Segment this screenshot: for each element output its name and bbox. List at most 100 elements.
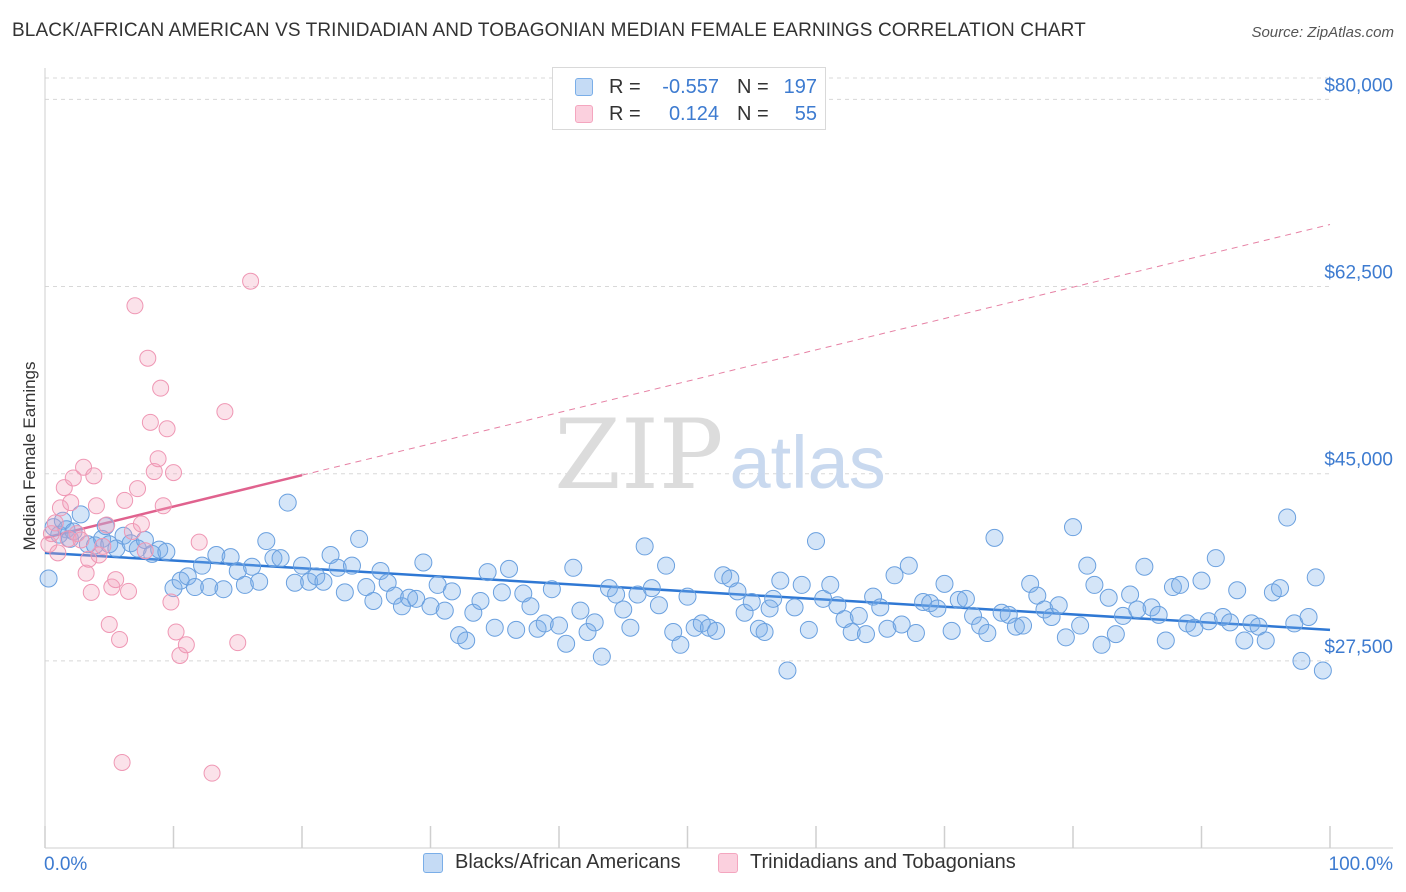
point-blacks [899,556,918,575]
point-trinidadians [100,615,118,633]
point-blacks [621,618,640,637]
point-trinidadians [149,450,167,468]
point-blacks [1092,635,1111,654]
y-axis-label: Median Female Earnings [20,362,39,551]
point-blacks [799,620,818,639]
legend-item-blacks[interactable]: Blacks/African Americans [423,851,681,874]
point-trinidadians [72,531,90,549]
point-blacks [735,603,754,622]
y-tick-label: $80,000 [1324,75,1393,96]
point-trinidadians [94,537,112,555]
legend-r-label: R = [609,102,641,125]
point-blacks [728,582,747,601]
point-trinidadians [216,403,234,421]
point-blacks [385,586,404,605]
point-blacks [849,606,868,625]
legend-n-value: 55 [794,102,817,125]
source-credit: Source: ZipAtlas.com [1251,24,1394,41]
point-blacks [956,589,975,608]
legend-swatch-blue [575,78,593,96]
point-blacks [1135,557,1154,576]
y-tick-label: $27,500 [1324,637,1393,658]
correlation-legend: R = -0.557 N = 197 R = 0.124 N = 55 [552,67,826,130]
point-blacks [935,574,954,593]
point-blacks [742,593,761,612]
point-trinidadians [49,544,67,562]
legend-n-label: N = [737,75,769,98]
point-trinidadians [165,464,182,482]
x-tick-label-min: 0.0% [44,854,87,875]
legend-r-value: 0.124 [668,102,719,125]
point-blacks [485,618,504,637]
point-blacks [771,571,790,590]
point-blacks [642,579,661,598]
point-blacks [71,505,90,524]
point-trinidadians [171,647,189,664]
point-trinidadians [64,469,82,487]
point-blacks [328,558,347,577]
point-trinidadians [62,494,80,512]
point-blacks [871,598,890,617]
point-trinidadians [162,593,180,611]
point-blacks [1006,617,1025,636]
point-blacks [507,620,526,639]
point-blacks [1128,600,1147,619]
point-blacks [657,556,676,575]
point-blacks [200,578,219,597]
point-blacks [1235,631,1254,650]
point-blacks [599,579,618,598]
point-blacks [492,583,511,602]
point-blacks [214,580,233,599]
point-trinidadians [132,515,150,533]
series-legend: Blacks/African Americans Trinidadians an… [0,851,1406,879]
point-blacks [785,598,804,617]
data-points [39,272,1332,782]
point-blacks [271,549,290,568]
point-trinidadians [107,571,125,589]
point-blacks [755,622,774,641]
point-blacks [764,589,783,608]
legend-r-value: -0.557 [662,75,719,98]
point-trinidadians [116,491,134,509]
point-blacks [1056,628,1075,647]
point-blacks [942,621,961,640]
point-blacks [193,556,212,575]
point-trinidadians [87,497,105,515]
point-blacks [178,567,197,586]
point-blacks [1049,596,1068,615]
point-trinidadians [51,499,69,517]
point-blacks [457,631,476,650]
point-blacks [578,622,597,641]
point-blacks [571,601,590,620]
point-trinidadians [77,564,95,582]
point-blacks [635,537,654,556]
point-trinidadians [136,542,154,560]
legend-n-label: N = [737,102,769,125]
point-blacks [250,572,269,591]
point-trinidadians [59,530,77,548]
point-blacks [792,575,811,594]
point-trinidadians [229,634,247,652]
legend-item-trinidadians[interactable]: Trinidadians and Tobagonians [718,851,1016,874]
point-blacks [157,542,176,561]
point-blacks [949,590,968,609]
watermark-zip: ZIP [554,399,723,511]
point-blacks [39,569,58,588]
point-blacks [264,549,283,568]
point-blacks [678,587,697,606]
point-trinidadians [242,272,260,290]
point-trinidadians [120,582,138,600]
point-blacks [364,591,383,610]
y-tick-label: $45,000 [1324,450,1393,471]
point-blacks [1106,625,1125,644]
point-trinidadians [158,420,176,438]
point-blacks [442,582,461,601]
point-blacks [778,661,797,680]
trend-line-trinidadians-dashed [301,224,1331,476]
point-blacks [585,613,604,632]
point-blacks [885,566,904,585]
point-blacks [235,575,254,594]
point-blacks [1313,661,1332,680]
point-blacks [435,601,454,620]
point-blacks [671,635,690,654]
